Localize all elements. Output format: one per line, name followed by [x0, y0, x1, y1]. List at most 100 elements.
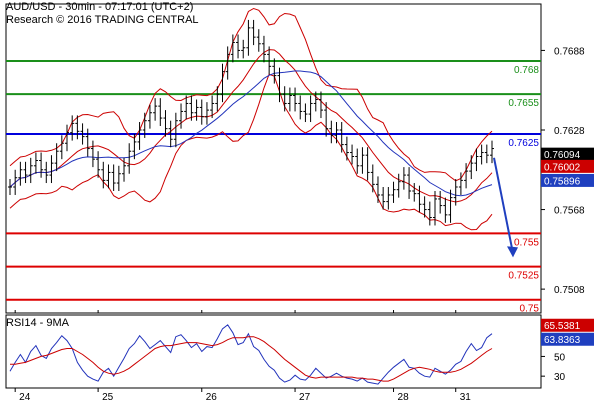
x-tick-label: 24 — [19, 392, 31, 403]
price-bar — [272, 58, 277, 84]
x-tick-label: 26 — [206, 392, 218, 403]
price-bar — [111, 164, 116, 191]
price-bar — [85, 128, 90, 157]
x-tick-label: 28 — [398, 392, 410, 403]
price-bar — [293, 87, 298, 112]
price-bar — [70, 115, 75, 141]
price-bar — [458, 172, 463, 195]
level-label-2: 0.7625 — [508, 138, 539, 149]
price-bar — [236, 34, 241, 59]
y-tick-label: 0.7688 — [554, 46, 585, 57]
price-bar — [490, 140, 494, 164]
price-bar — [417, 185, 422, 213]
price-bar — [199, 99, 204, 125]
rsi-line — [9, 324, 493, 385]
price-bar — [443, 197, 448, 223]
price-tag-bg — [541, 147, 594, 161]
price-bar — [469, 155, 474, 180]
price-bar — [386, 187, 391, 210]
price-bar — [422, 196, 427, 218]
price-bar — [438, 190, 443, 214]
price-bar — [33, 152, 38, 174]
price-bar — [453, 179, 458, 206]
level-label-4: 0.7525 — [508, 271, 539, 282]
price-bar — [39, 152, 44, 178]
rsi-ma-line — [10, 336, 493, 382]
price-bar — [350, 144, 355, 165]
bollinger-upper-line — [9, 7, 493, 182]
price-tag-1: 0.76002 — [541, 159, 594, 173]
price-bar — [215, 86, 220, 112]
price-bar — [210, 95, 215, 119]
price-bar — [344, 136, 349, 161]
price-bar — [355, 148, 360, 174]
price-bar — [324, 102, 329, 137]
price-bar — [189, 95, 194, 121]
price-bar — [334, 122, 339, 144]
rsi-panel-label: RSI14 - 9MA — [6, 317, 70, 329]
price-bar — [90, 140, 95, 168]
price-bar — [54, 143, 59, 172]
y-tick-label: 0.7508 — [554, 285, 585, 296]
price-bar — [132, 133, 137, 160]
price-bar — [448, 189, 453, 223]
bollinger-lower-line — [9, 73, 493, 231]
rsi-y-tick-label: 50 — [554, 352, 566, 363]
level-label-0: 0.768 — [514, 65, 539, 76]
price-bar — [298, 95, 303, 120]
rsi-tag-label: 63.8363 — [544, 335, 581, 346]
price-bar — [267, 46, 272, 75]
price-bar — [407, 167, 412, 199]
price-bar — [137, 122, 142, 150]
price-bar — [391, 181, 396, 203]
price-bar — [158, 98, 163, 127]
price-bar — [464, 163, 469, 189]
price-bar — [75, 115, 80, 140]
price-bar — [318, 91, 323, 119]
moving-average-line — [9, 70, 493, 197]
forecast-arrow-line — [493, 157, 514, 254]
x-tick-label: 25 — [102, 392, 114, 403]
price-bar — [375, 176, 380, 203]
price-tag-label: 0.76094 — [544, 150, 581, 161]
rsi-tag-bg — [541, 318, 594, 332]
price-bar — [147, 104, 152, 129]
price-bar — [163, 110, 168, 137]
rsi-tag-label: 65.5381 — [544, 321, 581, 332]
price-bar — [256, 29, 261, 52]
price-bar — [277, 67, 282, 103]
x-tick-label: 31 — [460, 392, 472, 403]
price-bar — [339, 122, 344, 153]
price-bar — [8, 179, 12, 195]
price-bar — [116, 165, 121, 191]
price-bar — [220, 63, 225, 103]
y-tick-label: 0.7628 — [554, 126, 585, 137]
price-bar — [65, 124, 70, 152]
price-bar — [282, 86, 287, 112]
price-bar — [230, 34, 235, 63]
price-bar — [96, 151, 101, 178]
price-bar — [18, 161, 23, 186]
price-bar — [23, 161, 28, 184]
price-bar — [484, 144, 489, 164]
level-label-1: 0.7655 — [508, 98, 539, 109]
chart-subtitle: Research © 2016 TRADING CENTRAL — [6, 14, 199, 26]
price-bar — [308, 95, 313, 123]
price-bar — [13, 169, 18, 195]
price-bar — [360, 147, 365, 174]
price-bar — [168, 120, 173, 148]
price-tag-label: 0.75896 — [544, 176, 581, 187]
price-bar — [204, 102, 209, 125]
price-bar — [432, 190, 437, 226]
price-bar — [80, 123, 85, 145]
price-bar — [474, 148, 479, 172]
price-bar — [246, 19, 251, 56]
price-bar — [49, 155, 54, 184]
rsi-panel-frame — [5, 314, 542, 389]
price-bar — [261, 35, 266, 63]
price-bar — [122, 157, 127, 182]
price-bar — [365, 147, 370, 181]
price-bar — [370, 164, 375, 193]
rsi-tag-1: 63.8363 — [541, 332, 594, 346]
